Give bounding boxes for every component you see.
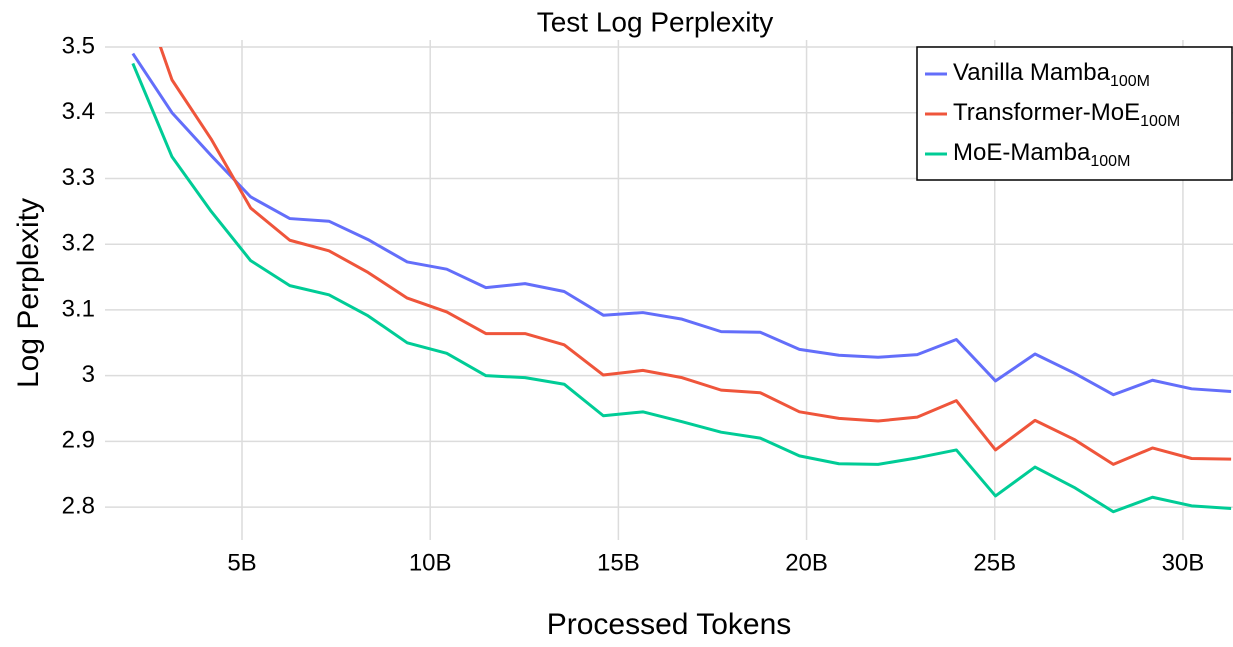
x-tick-label: 15B <box>597 549 640 576</box>
y-tick-label: 3 <box>82 361 95 388</box>
chart-title: Test Log Perplexity <box>537 6 774 37</box>
y-tick-label: 3.3 <box>62 164 95 191</box>
legend-label: Transformer-MoE100M <box>953 99 1180 130</box>
x-tick-label: 5B <box>227 549 256 576</box>
legend-name: Transformer-MoE <box>953 99 1140 126</box>
legend-label: Vanilla Mamba100M <box>953 59 1150 90</box>
legend-name: MoE-Mamba <box>953 139 1091 166</box>
legend-subscript: 100M <box>1140 113 1180 130</box>
x-axis-label: Processed Tokens <box>547 608 792 641</box>
x-tick-label: 10B <box>409 549 452 576</box>
legend-subscript: 100M <box>1090 153 1130 170</box>
legend-label: MoE-Mamba100M <box>953 139 1130 170</box>
y-axis-label: Log Perplexity <box>12 198 45 388</box>
series-line <box>131 62 1232 514</box>
x-tick-label: 20B <box>785 549 828 576</box>
y-tick-label: 2.9 <box>62 427 95 454</box>
legend-name: Vanilla Mamba <box>953 59 1111 86</box>
series-line <box>158 47 1232 466</box>
y-tick-label: 2.8 <box>62 492 95 519</box>
x-tick-label: 25B <box>973 549 1016 576</box>
y-tick-label: 3.1 <box>62 295 95 322</box>
x-tick-label: 30B <box>1162 549 1205 576</box>
legend: Vanilla Mamba100MTransformer-MoE100MMoE-… <box>916 46 1233 181</box>
y-tick-label: 3.4 <box>62 98 95 125</box>
legend-subscript: 100M <box>1110 73 1150 90</box>
y-tick-label: 3.2 <box>62 230 95 257</box>
y-tick-label: 3.5 <box>62 32 95 59</box>
series-line <box>131 52 1232 397</box>
legend-box <box>916 46 1233 181</box>
lines <box>131 47 1232 514</box>
